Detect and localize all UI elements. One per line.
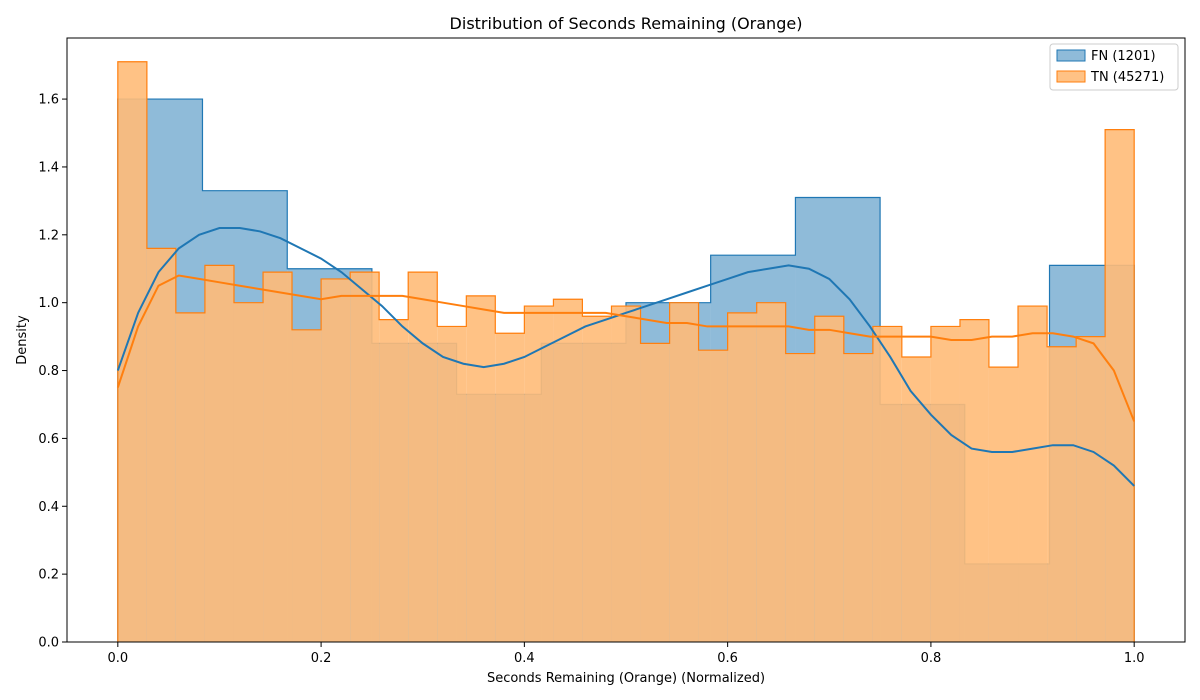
- y-tick-label: 1.0: [38, 296, 59, 311]
- axis-ticks: 0.0 0.2 0.4 0.6 0.8 1.0 0.0 0.2 0.4 0.6 0.8 1.0 1.2 1…: [38, 93, 1144, 666]
- y-tick-label: 0.6: [38, 432, 59, 447]
- bar-tn: [843, 353, 873, 642]
- plot-area: [116, 61, 1136, 643]
- legend-label-fn: FN (1201): [1091, 49, 1156, 64]
- bar-tn: [1076, 336, 1106, 642]
- bar-tn: [930, 326, 960, 642]
- bar-tn: [727, 312, 757, 642]
- chart-title: Distribution of Seconds Remaining (Orang…: [450, 14, 803, 33]
- series-tn-bars: [117, 61, 1135, 642]
- bar-tn: [901, 356, 931, 642]
- bar-tn: [1018, 306, 1048, 642]
- bar-tn: [582, 316, 612, 642]
- bar-tn: [233, 302, 264, 642]
- bar-tn: [175, 312, 205, 642]
- bar-tn: [321, 278, 351, 642]
- y-axis-label: Density: [15, 315, 30, 365]
- x-tick-label: 1.0: [1124, 651, 1145, 666]
- bar-tn: [350, 272, 380, 642]
- y-tick-label: 0.2: [38, 568, 59, 583]
- bar-tn: [204, 265, 234, 642]
- bar-tn: [495, 333, 525, 642]
- bar-tn: [146, 248, 176, 642]
- bar-tn: [698, 350, 728, 642]
- legend-swatch-tn: [1056, 70, 1086, 83]
- bar-tn: [640, 343, 670, 642]
- x-tick-label: 0.0: [107, 651, 128, 666]
- bar-tn: [669, 302, 699, 642]
- bar-tn: [466, 295, 496, 642]
- bar-tn: [117, 61, 147, 642]
- legend-swatch-fn: [1056, 49, 1086, 62]
- y-tick-label: 0.4: [38, 500, 59, 515]
- x-tick-label: 0.2: [311, 651, 332, 666]
- bar-tn: [1047, 346, 1077, 642]
- bar-tn: [756, 302, 786, 642]
- bar-tn: [611, 306, 641, 642]
- x-axis-label: Seconds Remaining (Orange) (Normalized): [487, 671, 765, 686]
- y-tick-label: 0.0: [38, 636, 59, 651]
- bar-tn: [959, 319, 989, 642]
- x-tick-label: 0.4: [514, 651, 535, 666]
- bar-tn: [785, 353, 815, 642]
- legend-label-tn: TN (45271): [1090, 70, 1164, 85]
- bar-tn: [553, 299, 583, 642]
- bar-tn: [814, 316, 844, 642]
- x-tick-label: 0.6: [717, 651, 738, 666]
- bar-tn: [263, 272, 293, 642]
- kde-line-tn: [116, 274, 1136, 422]
- bar-tn: [872, 326, 902, 642]
- y-tick-label: 1.6: [38, 93, 59, 108]
- legend: FN (1201) TN (45271): [1049, 43, 1179, 91]
- bar-tn: [524, 306, 554, 642]
- y-tick-label: 1.4: [38, 160, 59, 175]
- y-tick-label: 1.2: [38, 228, 59, 243]
- x-tick-label: 0.8: [921, 651, 942, 666]
- bar-tn: [292, 329, 322, 642]
- bar-tn: [379, 319, 409, 642]
- kde-line-fn: [116, 227, 1135, 487]
- y-tick-label: 0.8: [38, 364, 59, 379]
- step-outline-tn: [117, 61, 1135, 642]
- bar-tn: [437, 326, 467, 642]
- bar-tn: [988, 367, 1019, 642]
- axes-frame: [66, 37, 1186, 643]
- bar-tn: [408, 272, 438, 642]
